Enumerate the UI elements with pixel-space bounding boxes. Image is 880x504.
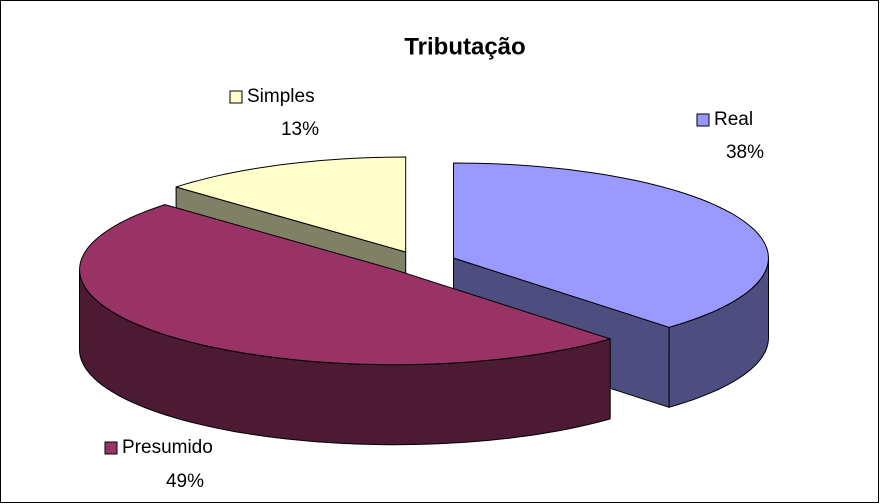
slice-value-label: 38% [726,142,764,163]
slice-value-label: 49% [166,471,204,492]
chart-title: Tributação [404,33,525,60]
legend-swatch [104,441,118,455]
slice-label: Presumido [122,437,213,458]
slice [453,162,769,328]
slice-value-label: 13% [281,119,319,140]
legend-swatch [696,113,710,127]
legend-swatch [229,90,243,104]
slice-label: Simples [247,86,315,107]
slice-label: Real [714,109,753,130]
slice [175,156,407,253]
slice [79,204,611,366]
